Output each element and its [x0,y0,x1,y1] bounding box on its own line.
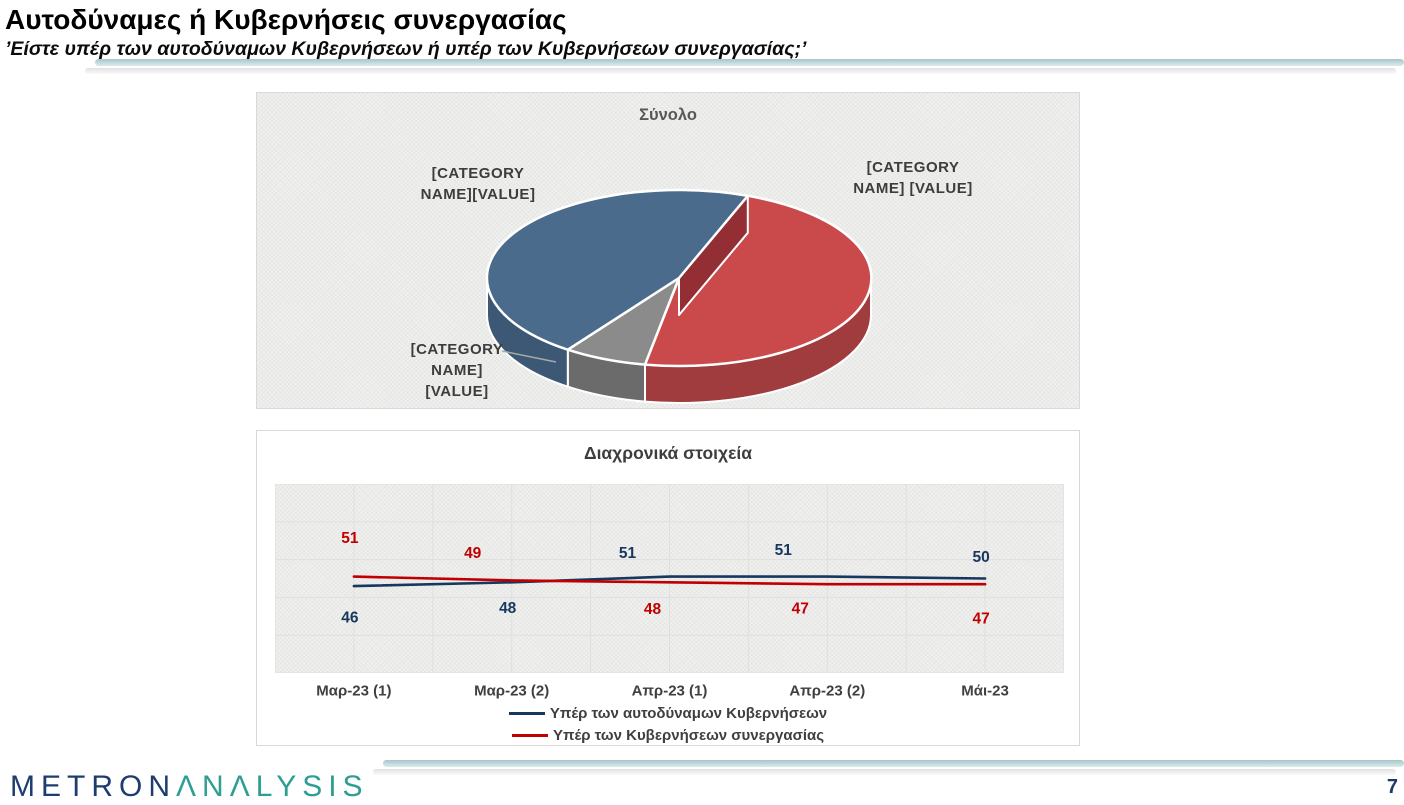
data-label: 48 [644,601,662,618]
pie-label-small-slice: [CATEGORY NAME] [VALUE] [410,341,504,400]
pie-label-red-slice: [CATEGORY NAME] [VALUE] [853,159,973,197]
logo-analysis-text: ΛNΛLYSIS [176,770,369,803]
pie-slice-top [485,188,750,351]
data-label: 50 [972,549,989,566]
data-label: 46 [341,610,359,627]
line-chart-panel: Διαχρονικά στοιχεία 46 48 51 51 50 51 49 48 47 47… [256,430,1080,746]
pie-label-leader-line [501,350,557,363]
line-chart-title: Διαχρονικά στοιχεία [583,443,753,463]
x-axis-label: Μαρ-23 (1) [316,683,391,700]
chart-legend: Υπέρ των αυτοδύναμων Κυβερνήσεων Υπέρ τω… [257,702,1079,746]
data-label: 51 [341,530,359,547]
x-axis-label: Μαρ-23 (2) [474,683,549,700]
legend-item: Υπέρ των αυτοδύναμων Κυβερνήσεων [257,702,1079,724]
data-label: 51 [619,545,637,562]
top-divider-bar [95,59,1404,66]
pie-label-blue-slice: [CATEGORY NAME][VALUE] [420,165,536,203]
data-label: 47 [792,601,809,618]
bottom-divider-bar [383,760,1404,767]
x-axis-label: Απρ-23 (2) [789,683,865,700]
data-label: 48 [499,600,517,617]
bottom-divider-shadow [373,769,1396,775]
pie-slice-top [643,194,873,368]
x-axis-label: Απρ-23 (1) [632,683,708,700]
legend-line-swatch-red [511,733,548,737]
line-chart: 46 48 51 51 50 51 49 48 47 47 Μαρ-23 (1) Μαρ-23 (2)… [275,484,1064,700]
data-label: 49 [464,545,482,562]
metron-analysis-logo: METRONΛNΛLYSIS [10,770,369,804]
slide-title: Αυτοδύναμες ή Κυβερνήσεις συνεργασίας [5,4,567,35]
pie-chart-panel: Σύνολο [CATEGORY NAME][VALUE] [CATEGORY … [256,92,1080,409]
data-label: 47 [972,611,989,628]
series-line [352,575,987,588]
pie-chart [485,188,873,404]
slide-subtitle: ’Είστε υπέρ των αυτοδύναμων Κυβερνήσεων … [5,38,807,60]
page-number: 7 [1386,776,1398,798]
series-line [352,575,987,586]
data-label: 51 [775,542,793,559]
x-axis-label: Μάι-23 [961,683,1009,700]
pie-chart-title: Σύνολο [639,106,697,124]
legend-line-swatch-blue [508,711,545,715]
logo-metron-text: METRON [10,770,176,803]
legend-item: Υπέρ των Κυβερνήσεων συνεργασίας [257,724,1079,746]
top-divider-shadow [85,68,1396,74]
